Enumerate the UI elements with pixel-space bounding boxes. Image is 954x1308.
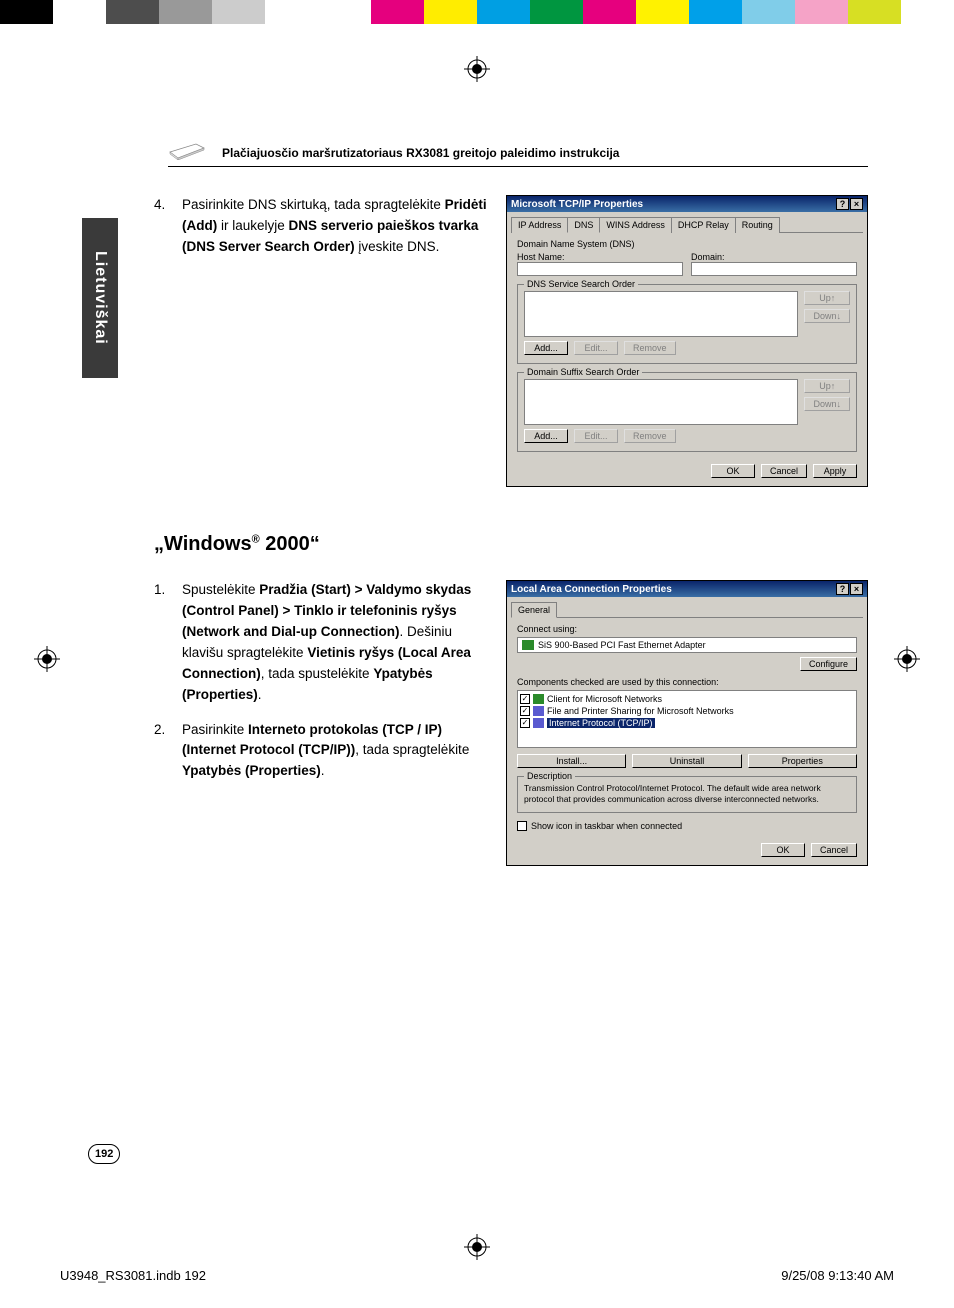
page-number-badge: 192 bbox=[88, 1144, 120, 1164]
components-label: Components checked are used by this conn… bbox=[517, 677, 857, 687]
checkbox-icon[interactable]: ✓ bbox=[520, 694, 530, 704]
dns-group-label: Domain Name System (DNS) bbox=[517, 239, 857, 249]
components-list[interactable]: ✓ Client for Microsoft Networks ✓ File a… bbox=[517, 690, 857, 748]
print-footer: U3948_RS3081.indb 192 9/25/08 9:13:40 AM bbox=[60, 1268, 894, 1283]
host-name-input[interactable] bbox=[517, 262, 683, 276]
nic-icon bbox=[522, 640, 534, 650]
step-4-row: 4. Pasirinkite DNS skirtuką, tada spragt… bbox=[154, 195, 868, 487]
adapter-field: SiS 900-Based PCI Fast Ethernet Adapter bbox=[517, 637, 857, 653]
uninstall-button[interactable]: Uninstall bbox=[632, 754, 741, 768]
cancel-button[interactable]: Cancel bbox=[761, 464, 807, 478]
add-button-2[interactable]: Add... bbox=[524, 429, 568, 443]
document-title: Plačiajuosčio maršrutizatoriaus RX3081 g… bbox=[222, 146, 619, 160]
tcpip-properties-dialog: Microsoft TCP/IP Properties ? × IP Addre… bbox=[506, 195, 868, 487]
windows-2000-steps-row: 1. Spustelėkite Pradžia (Start) > Valdym… bbox=[154, 580, 868, 866]
component-tcp-ip[interactable]: ✓ Internet Protocol (TCP/IP) bbox=[520, 717, 854, 729]
edit-button[interactable]: Edit... bbox=[574, 341, 618, 355]
up-button[interactable]: Up↑ bbox=[804, 291, 850, 305]
description-group: Description Transmission Control Protoco… bbox=[517, 776, 857, 813]
checkbox-icon[interactable]: ✓ bbox=[520, 706, 530, 716]
tab-general[interactable]: General bbox=[511, 602, 557, 618]
close-button[interactable]: × bbox=[850, 198, 863, 210]
help-button[interactable]: ? bbox=[836, 198, 849, 210]
instruction-step-2: 2. Pasirinkite Interneto protokolas (TCP… bbox=[154, 720, 494, 783]
ok-button[interactable]: OK bbox=[761, 843, 805, 857]
install-button[interactable]: Install... bbox=[517, 754, 626, 768]
close-button[interactable]: × bbox=[850, 583, 863, 595]
page-content: Plačiajuosčio maršrutizatoriaus RX3081 g… bbox=[88, 138, 868, 866]
description-text: Transmission Control Protocol/Internet P… bbox=[524, 783, 850, 804]
help-button[interactable]: ? bbox=[836, 583, 849, 595]
down-button[interactable]: Down↓ bbox=[804, 309, 850, 323]
tab-dns[interactable]: DNS bbox=[567, 217, 600, 233]
checkbox-icon[interactable]: ✓ bbox=[520, 718, 530, 728]
page-number: 192 bbox=[88, 1144, 120, 1164]
tcp-icon bbox=[533, 718, 544, 728]
step-number: 2. bbox=[154, 720, 182, 783]
down-button-2[interactable]: Down↓ bbox=[804, 397, 850, 411]
windows-2000-heading: „Windows® 2000“ bbox=[154, 533, 868, 556]
domain-input[interactable] bbox=[691, 262, 857, 276]
host-name-label: Host Name: bbox=[517, 252, 683, 262]
adapter-name: SiS 900-Based PCI Fast Ethernet Adapter bbox=[538, 640, 706, 650]
tab-routing[interactable]: Routing bbox=[735, 217, 780, 233]
ok-button[interactable]: OK bbox=[711, 464, 755, 478]
remove-button[interactable]: Remove bbox=[624, 341, 676, 355]
language-tab: Lietuviškai bbox=[82, 218, 118, 378]
component-client[interactable]: ✓ Client for Microsoft Networks bbox=[520, 693, 854, 705]
component-file-share[interactable]: ✓ File and Printer Sharing for Microsoft… bbox=[520, 705, 854, 717]
registration-mark-left bbox=[34, 646, 60, 672]
cancel-button[interactable]: Cancel bbox=[811, 843, 857, 857]
color-calibration-bar bbox=[0, 0, 954, 24]
instruction-step-1: 1. Spustelėkite Pradžia (Start) > Valdym… bbox=[154, 580, 494, 706]
apply-button[interactable]: Apply bbox=[813, 464, 857, 478]
dialog-tabs: General bbox=[511, 601, 863, 618]
up-button-2[interactable]: Up↑ bbox=[804, 379, 850, 393]
registration-mark-top bbox=[464, 56, 490, 82]
tab-wins-address[interactable]: WINS Address bbox=[599, 217, 672, 233]
dialog-tabs: IP Address DNS WINS Address DHCP Relay R… bbox=[511, 216, 863, 233]
router-icon bbox=[168, 138, 206, 160]
show-icon-label: Show icon in taskbar when connected bbox=[531, 821, 682, 831]
instruction-step-4: 4. Pasirinkite DNS skirtuką, tada spragt… bbox=[154, 195, 494, 258]
client-icon bbox=[533, 694, 544, 704]
dns-service-search-order-group: DNS Service Search Order Up↑ Down↓ Add..… bbox=[517, 284, 857, 364]
step-number: 4. bbox=[154, 195, 182, 258]
edit-button-2[interactable]: Edit... bbox=[574, 429, 618, 443]
domain-label: Domain: bbox=[691, 252, 857, 262]
tab-ip-address[interactable]: IP Address bbox=[511, 217, 568, 233]
dns-search-order-list[interactable] bbox=[524, 291, 798, 337]
footer-file-info: U3948_RS3081.indb 192 bbox=[60, 1268, 206, 1283]
suffix-search-order-list[interactable] bbox=[524, 379, 798, 425]
connect-using-label: Connect using: bbox=[517, 624, 857, 634]
configure-button[interactable]: Configure bbox=[800, 657, 857, 671]
dialog-title: Microsoft TCP/IP Properties bbox=[511, 199, 643, 210]
footer-timestamp: 9/25/08 9:13:40 AM bbox=[781, 1268, 894, 1283]
domain-suffix-search-order-group: Domain Suffix Search Order Up↑ Down↓ Add… bbox=[517, 372, 857, 452]
step-number: 1. bbox=[154, 580, 182, 706]
remove-button-2[interactable]: Remove bbox=[624, 429, 676, 443]
dialog-titlebar: Local Area Connection Properties ? × bbox=[507, 581, 867, 597]
lan-connection-properties-dialog: Local Area Connection Properties ? × Gen… bbox=[506, 580, 868, 866]
tab-dhcp-relay[interactable]: DHCP Relay bbox=[671, 217, 736, 233]
properties-button[interactable]: Properties bbox=[748, 754, 857, 768]
document-header: Plačiajuosčio maršrutizatoriaus RX3081 g… bbox=[168, 138, 868, 167]
dialog-title: Local Area Connection Properties bbox=[511, 584, 672, 595]
selected-component-label: Internet Protocol (TCP/IP) bbox=[547, 718, 655, 728]
registration-mark-right bbox=[894, 646, 920, 672]
add-button[interactable]: Add... bbox=[524, 341, 568, 355]
registration-mark-bottom bbox=[464, 1234, 490, 1260]
dialog-titlebar: Microsoft TCP/IP Properties ? × bbox=[507, 196, 867, 212]
show-icon-checkbox[interactable] bbox=[517, 821, 527, 831]
share-icon bbox=[533, 706, 544, 716]
